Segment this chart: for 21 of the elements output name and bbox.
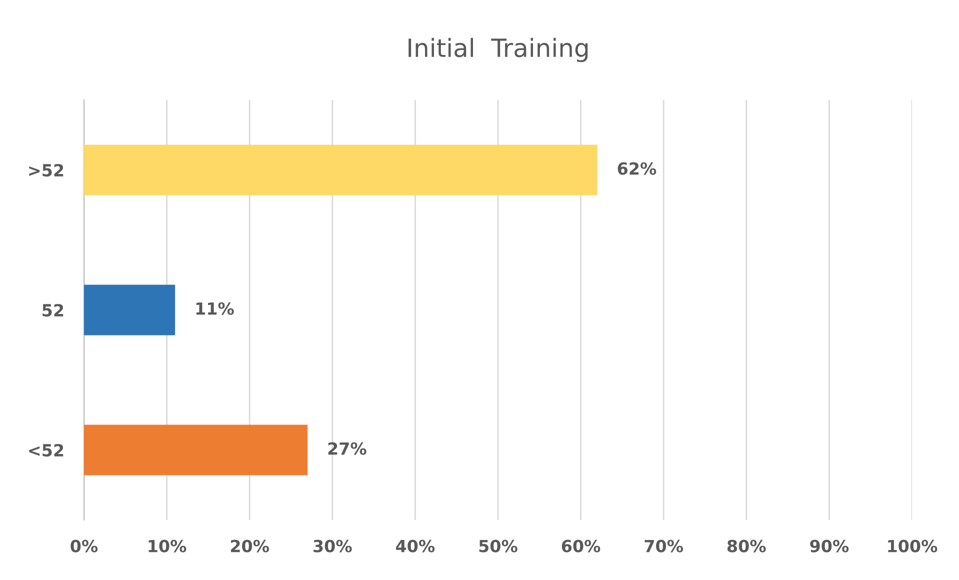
data-label: 62% <box>618 162 656 175</box>
y-tick-label: 52 <box>42 304 64 317</box>
x-tick-label: 60% <box>562 540 600 552</box>
bar <box>84 424 308 476</box>
y-tick-label: <52 <box>29 444 64 457</box>
x-tick-label: 10% <box>148 540 186 552</box>
y-tick-label: >52 <box>29 164 64 177</box>
x-tick-label: 100% <box>888 540 938 552</box>
x-tick-label: 30% <box>314 540 352 552</box>
data-label: 11% <box>196 302 234 315</box>
data-label: 27% <box>328 442 366 455</box>
x-tick-label: 0% <box>70 540 98 552</box>
x-tick-label: 40% <box>396 540 435 552</box>
chart-title: Initial Training <box>408 38 588 62</box>
x-tick-label: 20% <box>230 540 270 552</box>
x-tick-label: 80% <box>727 540 766 552</box>
bar <box>84 284 176 336</box>
bar <box>84 144 598 196</box>
x-tick-label: 50% <box>479 540 518 552</box>
x-tick-label: 90% <box>810 540 849 552</box>
x-tick-label: 70% <box>644 540 684 552</box>
